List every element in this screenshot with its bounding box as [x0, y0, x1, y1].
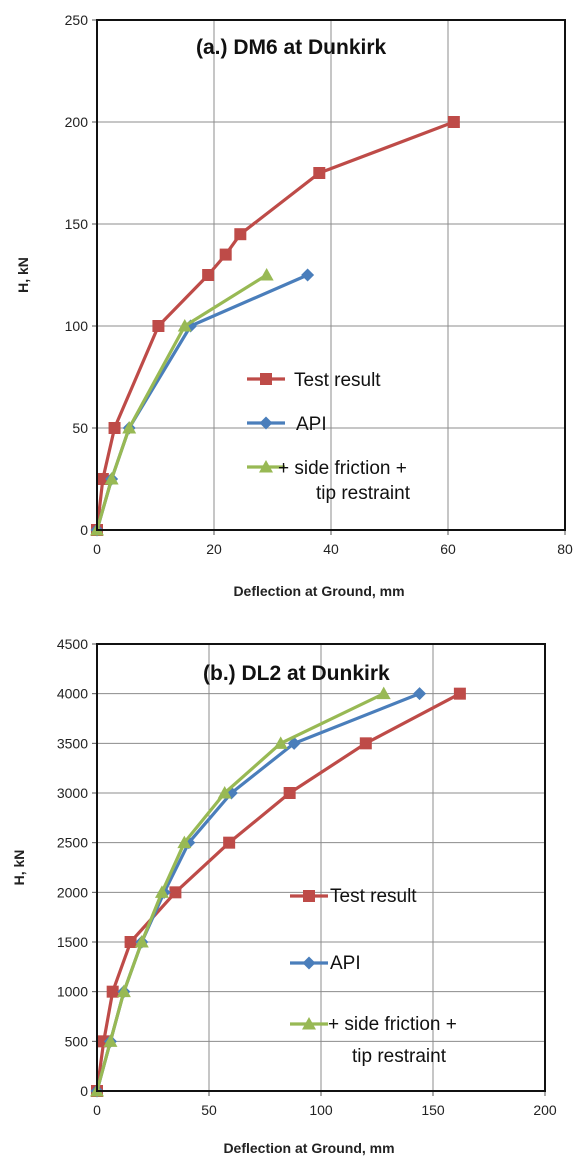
- x-tick-label: 0: [93, 541, 101, 557]
- legend-marker: [302, 1017, 316, 1030]
- x-axis-label: Deflection at Ground, mm: [223, 1140, 394, 1156]
- data-point: [177, 835, 192, 849]
- data-point: [359, 737, 372, 750]
- data-point: [152, 320, 165, 332]
- data-point: [134, 935, 149, 948]
- data-point: [413, 687, 427, 701]
- legend-entry: Test result: [290, 886, 417, 907]
- legend-label: tip restraint: [352, 1046, 447, 1067]
- x-tick-label: 0: [93, 1102, 101, 1118]
- x-tick-label: 100: [309, 1102, 333, 1118]
- series-2: [90, 686, 391, 1097]
- y-tick-label: 2000: [57, 884, 88, 900]
- data-point: [447, 116, 460, 128]
- data-point: [96, 473, 109, 485]
- legend-entry: API: [247, 414, 327, 435]
- chart-b: 0 500 1000 1500 2000 2500 3000 3500 4000 4500 0 50 1…: [11, 636, 557, 1156]
- x-tick-label: 80: [557, 541, 573, 557]
- y-tick-label: 4500: [57, 636, 88, 652]
- chart-title: (b.) DL2 at Dunkirk: [203, 662, 390, 685]
- data-point: [234, 228, 247, 241]
- data-point: [301, 268, 315, 282]
- data-point: [273, 736, 288, 749]
- y-tick-label: 1000: [57, 984, 88, 1000]
- x-tick-label: 60: [440, 541, 456, 557]
- chart-title: (a.) DM6 at Dunkirk: [196, 36, 387, 59]
- y-axis-label: H, kN: [15, 257, 31, 293]
- y-tick-label: 3000: [57, 785, 88, 801]
- legend-marker: [259, 416, 273, 430]
- data-point: [104, 472, 119, 485]
- data-point: [219, 248, 232, 261]
- series-2: [90, 268, 274, 536]
- data-point: [124, 936, 137, 948]
- series-0: [91, 116, 460, 536]
- y-tick-label: 0: [80, 1083, 88, 1099]
- y-tick-label: 4000: [57, 686, 88, 702]
- data-point: [169, 886, 182, 899]
- data-point: [106, 985, 119, 998]
- data-point: [223, 836, 236, 849]
- plot-border: [96, 643, 546, 1092]
- y-tick-label: 2500: [57, 835, 88, 851]
- chart-a: 0 50 100 150 200 250 0 20 40 60 80 Deflection at Gr…: [15, 12, 573, 599]
- legend-label: API: [296, 414, 327, 435]
- legend-label: + side friction +: [328, 1014, 457, 1035]
- legend-label: tip restraint: [316, 483, 411, 504]
- legend-marker: [302, 956, 316, 970]
- y-tick-label: 150: [65, 216, 89, 232]
- x-tick-label: 50: [201, 1102, 217, 1118]
- data-point: [283, 787, 296, 799]
- legend-entry: + side friction + tip restraint: [247, 458, 411, 504]
- x-tick-label: 150: [421, 1102, 445, 1118]
- data-point: [122, 421, 137, 434]
- data-point: [453, 687, 466, 700]
- y-tick-label: 0: [80, 522, 88, 538]
- legend-label: Test result: [294, 370, 381, 391]
- x-tick-label: 20: [206, 541, 222, 557]
- y-tick-label: 200: [65, 114, 89, 130]
- data-point: [217, 786, 232, 799]
- data-point: [376, 686, 391, 700]
- legend-marker: [303, 890, 315, 902]
- x-axis-label: Deflection at Ground, mm: [233, 583, 404, 599]
- legend-label: Test result: [330, 886, 417, 907]
- data-point: [103, 1034, 118, 1047]
- y-tick-label: 250: [65, 12, 89, 28]
- legend-label: API: [330, 953, 361, 974]
- y-tick-label: 1500: [57, 934, 88, 950]
- y-axis-label: H, kN: [11, 850, 27, 886]
- legend-entry: + side friction + tip restraint: [290, 1014, 457, 1067]
- data-point: [202, 269, 215, 281]
- x-tick-label: 200: [533, 1102, 557, 1118]
- legend-entry: Test result: [247, 370, 381, 391]
- legend-entry: API: [290, 953, 361, 974]
- plot-border: [96, 19, 566, 531]
- legend-marker: [260, 373, 272, 385]
- data-point: [108, 422, 121, 434]
- legend-label: + side friction +: [278, 458, 407, 479]
- legend-marker: [259, 460, 273, 473]
- y-tick-label: 100: [65, 318, 89, 334]
- y-tick-label: 3500: [57, 735, 88, 751]
- x-tick-label: 40: [323, 541, 339, 557]
- data-point: [154, 885, 169, 898]
- data-point: [259, 268, 274, 281]
- y-tick-label: 500: [65, 1033, 89, 1049]
- data-point: [313, 167, 326, 179]
- data-point: [116, 984, 131, 998]
- data-point: [177, 319, 192, 332]
- y-tick-label: 50: [72, 420, 88, 436]
